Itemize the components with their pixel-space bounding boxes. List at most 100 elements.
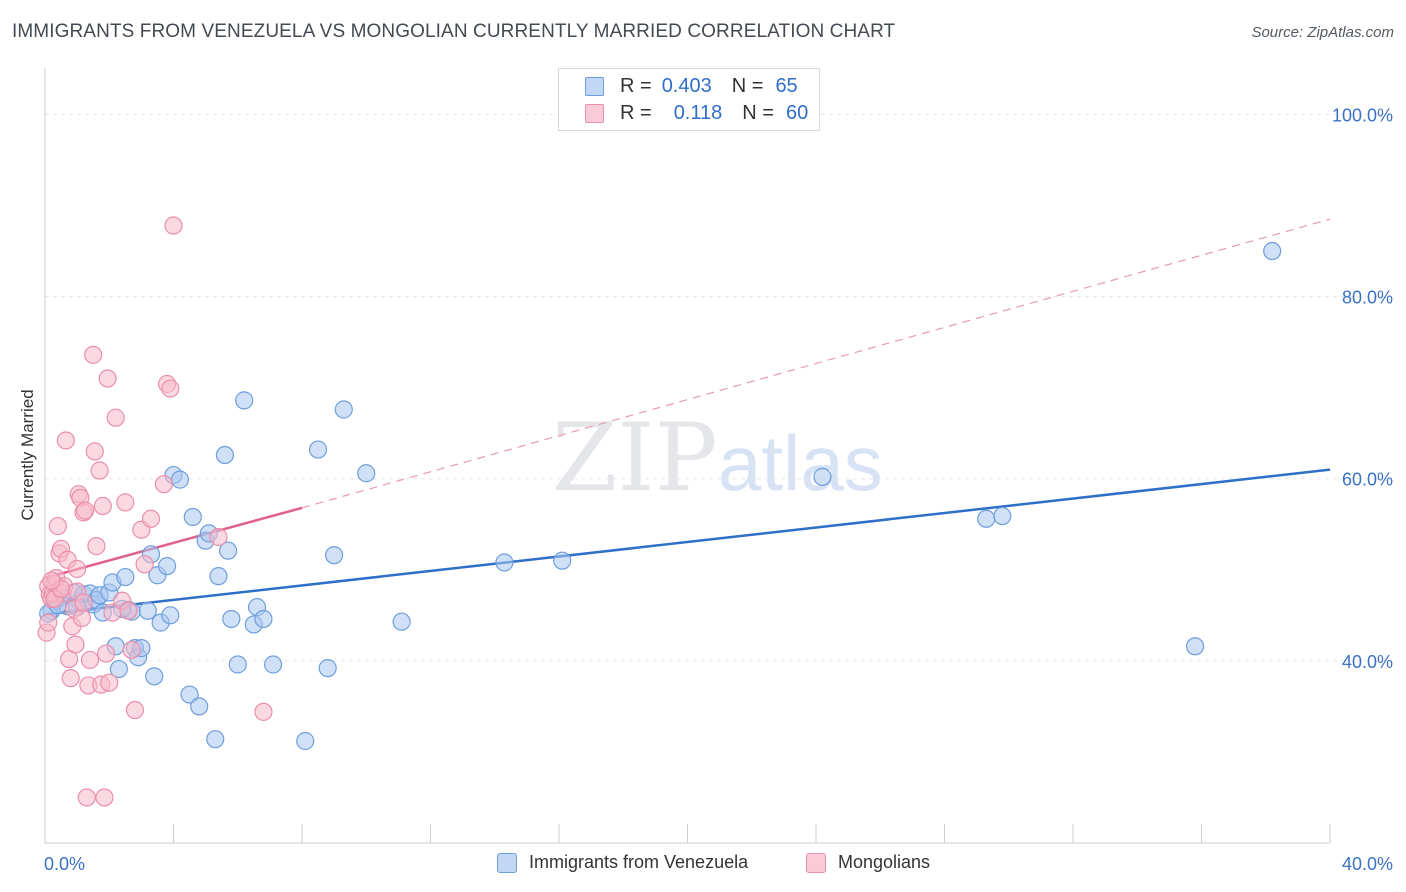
watermark: ZIP atlas: [552, 404, 883, 513]
mongolian-point: [90, 461, 109, 480]
correlation-legend: R = 0.403 N = 65 R = 0.118 N = 60: [558, 68, 820, 131]
venezuela-point: [209, 567, 228, 586]
venezuela-point: [222, 609, 241, 629]
mongolian-point: [135, 555, 154, 574]
mongolian-point: [95, 788, 114, 807]
venezuela-point: [1185, 637, 1205, 656]
mongolian-point: [100, 673, 119, 692]
mongolian-point: [39, 613, 58, 632]
mongolian-point: [116, 493, 135, 512]
x-tick-label: 40.0%: [1342, 854, 1393, 874]
trend-line-mongolians: [44, 506, 303, 580]
legend-swatch-blue: [585, 76, 604, 96]
venezuela-point: [977, 509, 996, 528]
x-tick-label: 0.0%: [44, 854, 85, 874]
venezuela-point: [215, 445, 234, 465]
venezuela-point: [357, 464, 376, 483]
mongolian-point: [161, 379, 180, 398]
venezuela-point: [296, 731, 315, 751]
watermark-zip: ZIP: [552, 404, 718, 513]
venezuela-point: [813, 467, 832, 486]
mongolian-point: [93, 496, 112, 516]
venezuela-point: [180, 685, 199, 704]
venezuela-point: [206, 730, 225, 749]
venezuela-point: [263, 655, 283, 674]
mongolian-point: [74, 593, 93, 612]
venezuela-point: [219, 541, 238, 560]
venezuela-point: [183, 507, 202, 527]
venezuela-point: [228, 655, 247, 674]
legend-row-venezuela: R = 0.403 N = 65: [585, 75, 798, 97]
data-points: [37, 216, 1282, 807]
venezuela-point: [161, 606, 180, 625]
legend-item-mongolians: Mongolians: [806, 852, 930, 873]
venezuela-point: [993, 506, 1012, 526]
venezuela-point: [145, 667, 164, 686]
legend-swatch-pink: [806, 852, 826, 873]
legend-r-label: R =: [620, 101, 652, 124]
legend-r-value: 0.403: [661, 74, 712, 97]
mongolian-point: [56, 431, 75, 450]
mongolian-point: [164, 216, 183, 235]
mongolian-point: [68, 559, 87, 578]
venezuela-point: [318, 659, 337, 678]
legend-swatch-blue: [497, 852, 517, 873]
mongolian-point: [48, 516, 67, 536]
watermark-atlas: atlas: [718, 419, 883, 507]
venezuela-point: [170, 470, 190, 489]
mongolian-point: [119, 601, 138, 620]
series-legend: Immigrants from Venezuela Mongolians: [0, 852, 1406, 876]
series-mongolians-points: [37, 216, 273, 807]
y-tick-label: 40.0%: [1342, 652, 1393, 672]
venezuela-point: [495, 553, 514, 572]
venezuela-point: [190, 697, 209, 716]
venezuela-point: [157, 557, 177, 576]
venezuela-point: [235, 391, 254, 410]
venezuela-point: [1263, 241, 1282, 261]
chart-title: IMMIGRANTS FROM VENEZUELA VS MONGOLIAN C…: [12, 21, 896, 42]
venezuela-point: [308, 440, 328, 459]
venezuela-point: [553, 551, 572, 570]
legend-label: Mongolians: [838, 852, 931, 872]
legend-swatch-pink: [585, 103, 604, 123]
legend-label: Immigrants from Venezuela: [529, 852, 749, 872]
grid-lines: [45, 113, 1392, 662]
mongolian-point: [141, 509, 161, 528]
venezuela-point: [138, 601, 157, 620]
y-tick-label: 60.0%: [1342, 470, 1393, 490]
trend-lines: [44, 218, 1331, 616]
legend-n-value: 65: [775, 74, 798, 97]
mongolian-point: [66, 635, 85, 654]
venezuela-point: [392, 612, 411, 631]
legend-n-label: N =: [731, 74, 764, 97]
mongolian-point: [77, 788, 96, 807]
mongolian-point: [254, 702, 273, 721]
legend-r-label: R =: [620, 74, 652, 97]
venezuela-point: [334, 400, 353, 419]
mongolian-point: [125, 700, 145, 720]
axes: [44, 68, 1331, 844]
venezuela-point: [109, 659, 128, 679]
mongolian-point: [61, 669, 80, 688]
legend-r-value: 0.118: [673, 101, 723, 124]
mongolian-point: [106, 408, 125, 427]
mongolian-point: [76, 501, 95, 520]
mongolian-point: [72, 608, 92, 628]
venezuela-point: [254, 609, 273, 629]
venezuela-point: [325, 546, 344, 565]
mongolian-point: [122, 640, 141, 660]
legend-n-label: N =: [742, 101, 774, 124]
trend-line-mongolians-extension: [301, 218, 1331, 509]
legend-item-venezuela: Immigrants from Venezuela: [497, 852, 748, 873]
y-tick-label: 100.0%: [1332, 105, 1393, 125]
mongolian-point: [42, 571, 61, 590]
legend-row-mongolians: R = 0.118 N = 60: [585, 102, 808, 124]
mongolian-point: [96, 644, 116, 663]
mongolian-point: [80, 650, 100, 670]
mongolian-point: [209, 527, 228, 547]
trend-line-venezuela: [44, 468, 1331, 616]
mongolian-point: [98, 369, 117, 388]
mongolian-point: [85, 442, 104, 461]
mongolian-point: [154, 475, 173, 494]
